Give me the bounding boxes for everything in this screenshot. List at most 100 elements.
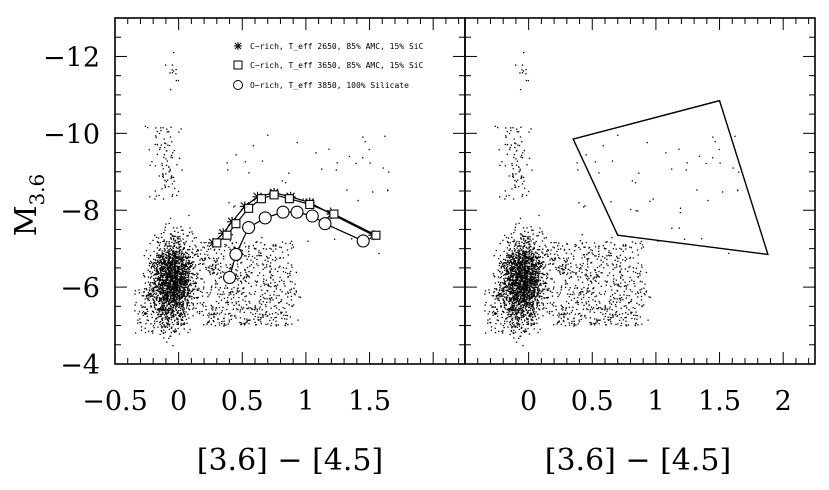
data-point bbox=[182, 260, 184, 262]
data-point bbox=[184, 255, 187, 258]
data-point bbox=[518, 291, 521, 293]
data-point bbox=[256, 241, 258, 243]
data-point bbox=[529, 314, 531, 316]
data-point bbox=[166, 256, 168, 259]
data-point bbox=[186, 283, 188, 286]
data-point bbox=[262, 313, 264, 316]
data-point bbox=[166, 291, 168, 293]
data-point bbox=[260, 285, 262, 288]
data-point bbox=[178, 314, 180, 317]
data-point bbox=[523, 315, 525, 318]
data-point bbox=[257, 318, 259, 321]
data-point bbox=[177, 266, 179, 269]
data-point bbox=[503, 279, 506, 281]
data-point bbox=[142, 306, 144, 308]
data-point bbox=[228, 321, 231, 323]
data-point bbox=[502, 239, 504, 242]
data-point bbox=[513, 273, 515, 275]
data-point bbox=[512, 270, 515, 272]
data-point bbox=[528, 298, 531, 300]
data-point bbox=[177, 311, 179, 314]
data-point bbox=[520, 335, 522, 337]
data-point bbox=[164, 273, 166, 275]
data-point bbox=[528, 281, 531, 283]
data-point bbox=[527, 286, 529, 288]
data-point bbox=[153, 274, 155, 276]
data-point bbox=[186, 257, 188, 259]
data-point bbox=[215, 265, 217, 267]
data-point bbox=[191, 240, 194, 242]
data-point bbox=[246, 274, 249, 276]
data-point bbox=[507, 272, 509, 275]
data-point bbox=[172, 252, 175, 254]
data-point bbox=[261, 289, 263, 291]
data-point bbox=[184, 251, 187, 253]
data-point bbox=[231, 242, 234, 244]
data-point bbox=[523, 299, 526, 302]
data-point bbox=[145, 249, 148, 252]
data-point bbox=[523, 292, 525, 294]
data-point bbox=[276, 258, 278, 260]
data-point bbox=[152, 287, 155, 290]
data-point bbox=[175, 239, 177, 242]
data-point bbox=[498, 293, 500, 296]
data-point bbox=[512, 255, 515, 258]
data-point bbox=[262, 316, 264, 318]
data-point bbox=[512, 291, 515, 293]
data-point bbox=[173, 253, 175, 255]
data-point bbox=[274, 256, 277, 259]
data-point bbox=[516, 318, 519, 321]
data-point bbox=[184, 265, 186, 267]
data-point bbox=[191, 290, 194, 292]
data-point bbox=[588, 277, 590, 280]
data-point bbox=[558, 267, 560, 269]
data-point bbox=[177, 79, 179, 82]
data-point bbox=[508, 301, 510, 303]
data-point bbox=[149, 283, 151, 285]
data-point bbox=[514, 268, 517, 271]
data-point bbox=[243, 242, 246, 244]
data-point bbox=[522, 255, 524, 257]
data-point bbox=[150, 266, 153, 268]
data-point bbox=[281, 241, 284, 243]
data-point bbox=[517, 250, 519, 252]
data-point bbox=[515, 242, 517, 244]
data-point bbox=[239, 317, 242, 319]
data-point bbox=[134, 304, 136, 306]
data-point bbox=[160, 233, 162, 235]
data-point bbox=[177, 295, 179, 298]
data-point bbox=[167, 323, 169, 326]
data-point bbox=[183, 323, 185, 326]
data-point bbox=[168, 311, 170, 314]
data-point bbox=[494, 276, 496, 278]
data-point bbox=[544, 244, 546, 246]
data-point bbox=[518, 302, 520, 304]
data-point bbox=[248, 306, 250, 309]
data-point bbox=[166, 326, 169, 329]
data-point bbox=[179, 303, 181, 305]
data-point bbox=[506, 252, 508, 254]
data-point bbox=[173, 51, 175, 54]
data-point bbox=[521, 311, 523, 314]
data-point bbox=[173, 276, 175, 278]
data-point bbox=[181, 292, 183, 294]
data-point bbox=[174, 304, 176, 306]
data-point bbox=[527, 254, 529, 256]
data-point bbox=[536, 257, 538, 259]
data-point bbox=[512, 285, 514, 288]
data-point bbox=[529, 279, 531, 281]
data-point bbox=[528, 266, 531, 268]
data-point bbox=[189, 328, 191, 331]
data-point bbox=[183, 253, 185, 255]
data-point bbox=[527, 283, 529, 285]
data-point bbox=[516, 264, 518, 266]
data-point bbox=[180, 279, 182, 281]
data-point bbox=[516, 295, 518, 297]
data-point bbox=[533, 244, 536, 246]
data-point bbox=[159, 261, 161, 264]
data-point bbox=[173, 236, 175, 238]
data-point bbox=[179, 272, 181, 274]
data-point bbox=[184, 297, 186, 300]
data-point bbox=[215, 286, 217, 289]
data-point bbox=[150, 285, 152, 287]
